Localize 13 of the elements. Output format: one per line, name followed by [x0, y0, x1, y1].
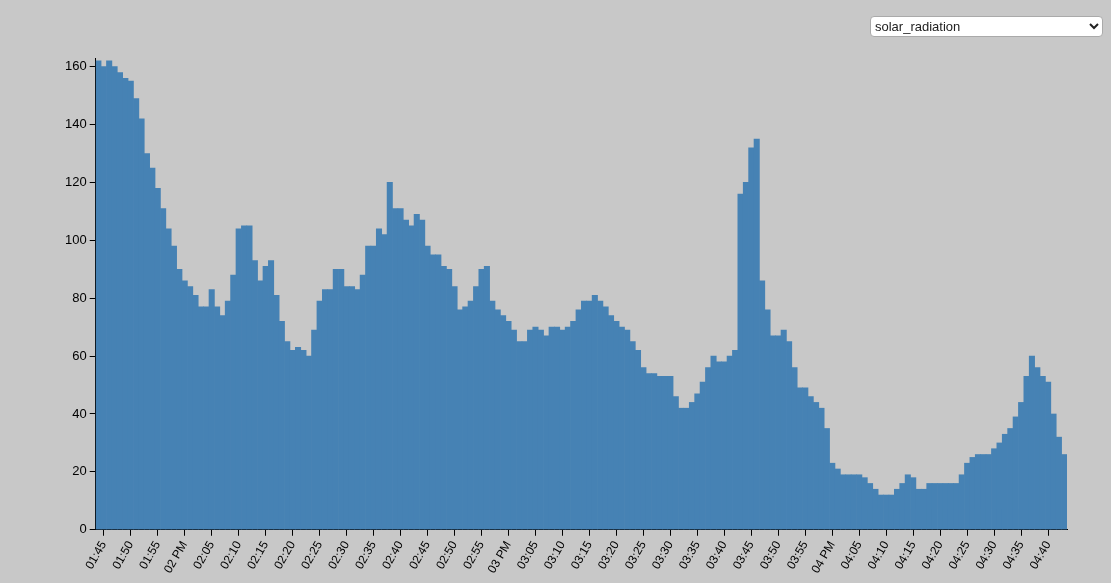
- variable-dropdown: solar_radiation: [870, 16, 1103, 37]
- y-tick-label: 20: [72, 463, 87, 479]
- y-tick-label: 140: [64, 116, 87, 132]
- y-tick-label: 80: [72, 289, 87, 305]
- y-tick-label: 0: [79, 521, 87, 537]
- y-tick-label: 60: [72, 347, 87, 363]
- y-tick-label: 100: [64, 231, 87, 247]
- y-tick-label: 120: [64, 174, 87, 190]
- y-tick-label: 40: [72, 405, 87, 421]
- x-tick-label: 03 PM: [484, 538, 514, 576]
- x-tick-label: 02 PM: [160, 538, 191, 576]
- x-tick-label: 04 PM: [808, 538, 838, 576]
- y-tick-label: 160: [64, 58, 87, 74]
